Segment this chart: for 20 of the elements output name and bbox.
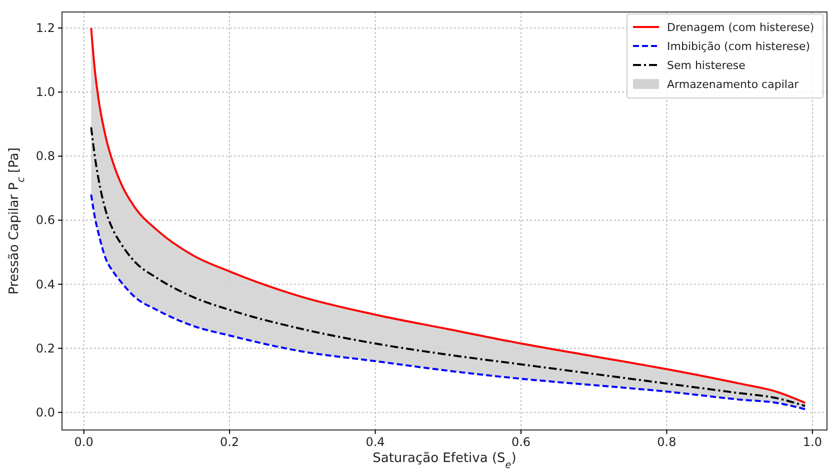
y-tick-label: 0.8 bbox=[36, 149, 55, 164]
y-tick-label: 1.2 bbox=[36, 21, 55, 36]
y-tick-label: 0.6 bbox=[36, 213, 55, 228]
x-tick-label: 0.0 bbox=[74, 435, 94, 449]
y-tick-label: 0.0 bbox=[36, 405, 55, 420]
x-tick-label: 1.0 bbox=[802, 435, 822, 449]
y-tick-label: 0.2 bbox=[36, 341, 55, 356]
x-tick-label: 0.8 bbox=[657, 435, 676, 449]
line-series bbox=[90, 126, 806, 407]
legend-label: Drenagem (com histerese) bbox=[667, 21, 814, 34]
x-tick-label: 0.2 bbox=[220, 435, 240, 449]
legend-label: Imbibição (com histerese) bbox=[667, 40, 810, 53]
y-tick-label: 1.0 bbox=[36, 85, 55, 100]
legend-label: Armazenamento capilar bbox=[667, 78, 800, 91]
line-series bbox=[90, 194, 806, 410]
y-tick-label: 0.4 bbox=[36, 277, 55, 292]
legend-label: Sem histerese bbox=[667, 59, 746, 72]
x-tick-label: 0.6 bbox=[511, 435, 531, 449]
x-tick-label: 0.4 bbox=[366, 435, 385, 449]
x-axis-title: Saturação Efetiva (S$_{e}$) bbox=[372, 451, 516, 470]
